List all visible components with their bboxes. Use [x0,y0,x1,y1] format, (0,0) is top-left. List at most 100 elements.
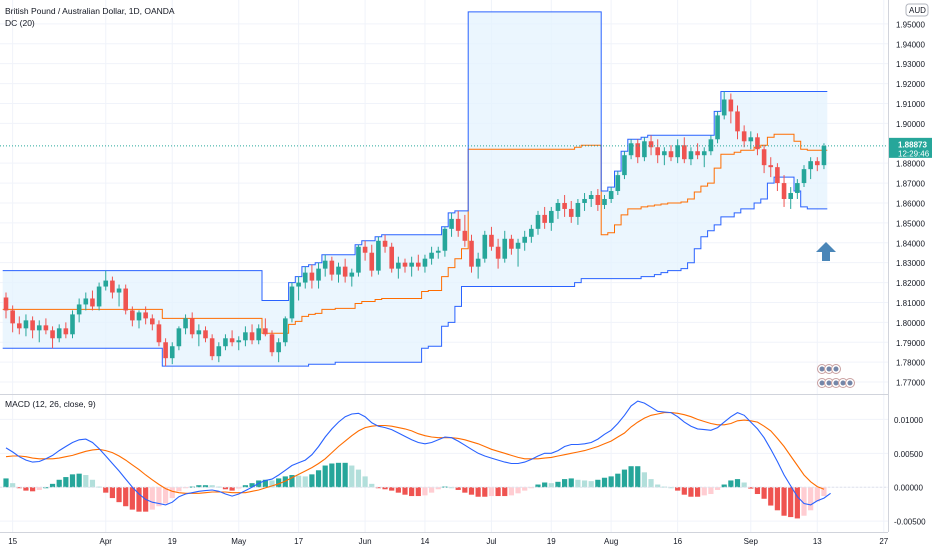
macd-hist-bar [615,473,621,488]
candle-body [701,151,707,156]
macd-hist-bar [429,487,435,493]
event-flag-dot [840,380,846,386]
candle-body [595,195,601,205]
candle-body [788,193,793,199]
time-tick-label: 19 [168,537,177,546]
candle-body [755,137,760,150]
macd-hist-bar [89,479,96,488]
candle-body [43,325,49,331]
candle-body [555,202,561,211]
candle-body [768,165,774,168]
candle [628,139,634,160]
candle-body [795,183,800,194]
event-flag-dot [819,366,825,372]
candle [3,292,9,319]
macd-tick-label: -0.00500 [894,518,926,527]
candle-body [529,228,534,237]
macd-histogram [3,462,827,519]
donchian-lower-line [2,176,828,367]
time-tick-label: 19 [547,537,556,546]
candle-body [90,298,95,307]
candle-body [815,161,820,166]
candle-body [56,328,62,339]
candle [150,314,155,331]
event-flag-dot [847,380,853,386]
macd-hist-bar [329,463,335,488]
candle [416,254,421,271]
macd-hist-bar [309,474,315,488]
candle-body [223,338,228,347]
macd-hist-bar [581,480,588,488]
candle [642,137,647,162]
candle-body [249,332,255,341]
candle-body [329,260,335,275]
candle [43,318,49,335]
candle [36,320,42,343]
price-tick-label: 1.81000 [896,299,925,308]
candle [23,314,29,337]
macd-hist-bar [688,487,694,497]
candle [316,262,321,289]
macd-hist-bar [236,487,242,489]
macd-hist-bar [448,487,455,489]
price-tick-label: 1.90000 [896,120,925,129]
candle [362,240,368,261]
macd-hist-bar [129,487,135,510]
candle [296,276,301,301]
candle-body [562,202,567,209]
candle-body [349,272,355,277]
macd-hist-bar [176,487,182,492]
countdown-label: 12:29:46 [898,149,930,158]
candle-body [123,288,128,311]
candle [608,187,614,203]
candle [595,189,601,211]
time-tick-label: 17 [294,537,303,546]
time-tick-label: Aug [604,537,618,546]
macd-hist-bar [349,465,355,488]
macd-tick-label: 0.00000 [894,484,923,493]
candle [622,151,627,180]
candle [143,306,148,325]
price-tick-label: 1.85000 [896,219,925,228]
price-tick-label: 1.92000 [896,80,925,89]
candle [562,195,567,217]
candle [655,139,660,164]
candle-body [695,151,700,156]
price-tick-label: 1.80000 [896,319,925,328]
candle-body [735,111,740,132]
macd-tick-label: 0.00500 [894,450,923,459]
candle-body [462,230,468,241]
candle-body [416,262,421,267]
candle [682,137,687,164]
candle-body [130,310,135,321]
candle-body [435,250,441,253]
candle-body [655,147,660,156]
candle [116,284,122,307]
macd-hist-bar [269,480,275,488]
price-tick-label: 1.83000 [896,259,925,268]
candle-body [515,242,521,249]
macd-hist-bar [10,483,16,488]
macd-hist-bar [402,487,408,495]
macd-hist-bar [748,487,754,489]
macd-hist-bar [761,487,767,499]
price-tick-label: 1.78000 [896,359,925,368]
candle-body [236,340,242,343]
candle-body [369,252,375,271]
macd-hist-bar [555,481,561,488]
time-tick-label: 14 [420,537,429,546]
macd-hist-bar [495,487,501,497]
macd-hist-bar [116,487,122,503]
candle-body [17,323,22,329]
candle-body [668,151,674,158]
candle-body [642,141,647,158]
candle [668,145,674,162]
macd-hist-bar [695,487,701,497]
macd-hist-bar [462,487,468,493]
candle [156,320,162,347]
candle-body [648,141,654,148]
candle [136,310,142,329]
candle [243,326,248,347]
candle [263,318,268,337]
